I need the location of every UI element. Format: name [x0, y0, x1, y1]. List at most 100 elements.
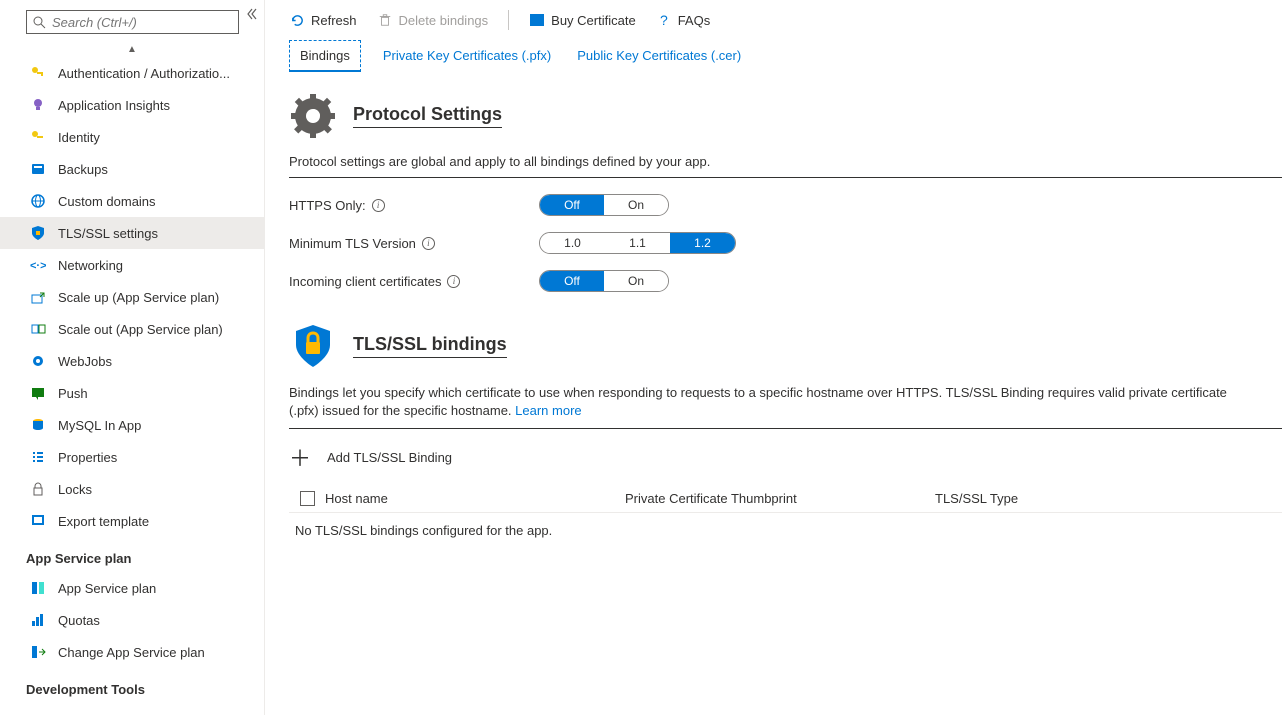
buy-certificate-button[interactable]: Buy Certificate [529, 12, 636, 28]
sidebar-item-properties[interactable]: Properties [0, 441, 264, 473]
backup-icon [30, 161, 46, 177]
tab-public-certs[interactable]: Public Key Certificates (.cer) [573, 40, 745, 72]
scaleout-icon [30, 321, 46, 337]
search-wrap [0, 0, 264, 42]
gear-icon [289, 92, 337, 140]
tls-version-label: Minimum TLS Version i [289, 236, 539, 251]
sidebar-item-scaleout[interactable]: Scale out (App Service plan) [0, 313, 264, 345]
sidebar-section-devtools: Development Tools [0, 668, 264, 703]
bindings-desc: Bindings let you specify which certifica… [289, 384, 1282, 429]
scroll-up-caret[interactable]: ▲ [0, 42, 264, 57]
tls-10[interactable]: 1.0 [540, 233, 605, 253]
sidebar-item-label: Locks [58, 482, 92, 497]
learn-more-link[interactable]: Learn more [515, 403, 581, 418]
tls-12[interactable]: 1.2 [670, 233, 735, 253]
shield-lock-icon [289, 322, 337, 370]
sidebar-item-label: Backups [58, 162, 108, 177]
plus-icon: ＋ [289, 441, 309, 473]
main-content: Refresh Delete bindings Buy Certificate … [265, 0, 1282, 715]
sidebar-item-scaleup[interactable]: Scale up (App Service plan) [0, 281, 264, 313]
sidebar-item-tlsssl[interactable]: TLS/SSL settings [0, 217, 264, 249]
delete-bindings-button[interactable]: Delete bindings [377, 12, 489, 28]
trash-icon [377, 12, 393, 28]
sidebar-item-domains[interactable]: Custom domains [0, 185, 264, 217]
sidebar-item-appinsights[interactable]: Application Insights [0, 89, 264, 121]
sidebar-item-label: Networking [58, 258, 123, 273]
info-icon[interactable]: i [422, 237, 435, 250]
sidebar-item-label: Scale up (App Service plan) [58, 290, 219, 305]
sidebar-item-label: Quotas [58, 613, 100, 628]
col-hostname[interactable]: Host name [325, 491, 625, 506]
sidebar-item-changeplan[interactable]: Change App Service plan [0, 636, 264, 668]
sidebar-item-locks[interactable]: Locks [0, 473, 264, 505]
globe-icon [30, 193, 46, 209]
sidebar-item-label: WebJobs [58, 354, 112, 369]
toggle-on[interactable]: On [604, 195, 668, 215]
info-icon[interactable]: i [447, 275, 460, 288]
toggle-off[interactable]: Off [540, 195, 604, 215]
refresh-label: Refresh [311, 13, 357, 28]
add-binding-label: Add TLS/SSL Binding [327, 450, 452, 465]
key-icon [30, 65, 46, 81]
sidebar-item-label: Custom domains [58, 194, 156, 209]
sidebar-item-label: Authentication / Authorizatio... [58, 66, 230, 81]
sidebar-item-backups[interactable]: Backups [0, 153, 264, 185]
export-icon [30, 513, 46, 529]
tls-11[interactable]: 1.1 [605, 233, 670, 253]
bindings-section-head: TLS/SSL bindings [289, 322, 1282, 370]
refresh-icon [289, 12, 305, 28]
sidebar-item-mysql[interactable]: MySQL In App [0, 409, 264, 441]
info-icon[interactable]: i [372, 199, 385, 212]
delete-label: Delete bindings [399, 13, 489, 28]
sidebar-item-export[interactable]: Export template [0, 505, 264, 537]
sidebar-item-webjobs[interactable]: WebJobs [0, 345, 264, 377]
scaleup-icon [30, 289, 46, 305]
empty-state: No TLS/SSL bindings configured for the a… [289, 513, 1282, 548]
webjobs-icon [30, 353, 46, 369]
search-box[interactable] [26, 10, 239, 34]
faqs-button[interactable]: ? FAQs [656, 12, 711, 28]
sidebar-item-label: App Service plan [58, 581, 156, 596]
shield-icon [30, 225, 46, 241]
tls-version-toggle[interactable]: 1.0 1.1 1.2 [539, 232, 736, 254]
sidebar-item-auth[interactable]: Authentication / Authorizatio... [0, 57, 264, 89]
key-icon [30, 129, 46, 145]
https-only-row: HTTPS Only: i Off On [289, 178, 1282, 216]
sidebar-item-label: Export template [58, 514, 149, 529]
sidebar-menu[interactable]: ▲ Authentication / Authorizatio... Appli… [0, 42, 264, 715]
quotas-icon [30, 612, 46, 628]
refresh-button[interactable]: Refresh [289, 12, 357, 28]
bindings-table-head: Host name Private Certificate Thumbprint… [289, 485, 1282, 513]
change-icon [30, 644, 46, 660]
bulb-icon [30, 97, 46, 113]
network-icon: <·> [30, 257, 46, 273]
sidebar-item-appserviceplan[interactable]: App Service plan [0, 572, 264, 604]
tab-bindings[interactable]: Bindings [289, 40, 361, 72]
svg-text:<·>: <·> [30, 260, 46, 272]
sidebar-item-label: MySQL In App [58, 418, 141, 433]
search-input[interactable] [52, 15, 232, 30]
client-certs-row: Incoming client certificates i Off On [289, 254, 1282, 292]
tab-private-certs[interactable]: Private Key Certificates (.pfx) [379, 40, 555, 72]
client-certs-toggle[interactable]: Off On [539, 270, 669, 292]
toggle-off[interactable]: Off [540, 271, 604, 291]
toggle-on[interactable]: On [604, 271, 668, 291]
collapse-sidebar-button[interactable] [246, 8, 258, 20]
https-only-toggle[interactable]: Off On [539, 194, 669, 216]
sidebar-item-label: Identity [58, 130, 100, 145]
certificate-icon [529, 12, 545, 28]
sidebar-item-push[interactable]: Push [0, 377, 264, 409]
col-tlstype[interactable]: TLS/SSL Type [935, 491, 1282, 506]
sidebar-item-label: Scale out (App Service plan) [58, 322, 223, 337]
question-icon: ? [656, 12, 672, 28]
sidebar-item-identity[interactable]: Identity [0, 121, 264, 153]
sidebar-item-networking[interactable]: <·> Networking [0, 249, 264, 281]
search-icon [33, 15, 46, 29]
sidebar-item-quotas[interactable]: Quotas [0, 604, 264, 636]
col-thumbprint[interactable]: Private Certificate Thumbprint [625, 491, 935, 506]
toolbar: Refresh Delete bindings Buy Certificate … [265, 0, 1282, 40]
add-binding-button[interactable]: ＋ Add TLS/SSL Binding [289, 429, 1282, 485]
bindings-section: TLS/SSL bindings Bindings let you specif… [289, 322, 1282, 548]
select-all-checkbox[interactable] [289, 491, 325, 506]
sidebar-item-label: TLS/SSL settings [58, 226, 158, 241]
